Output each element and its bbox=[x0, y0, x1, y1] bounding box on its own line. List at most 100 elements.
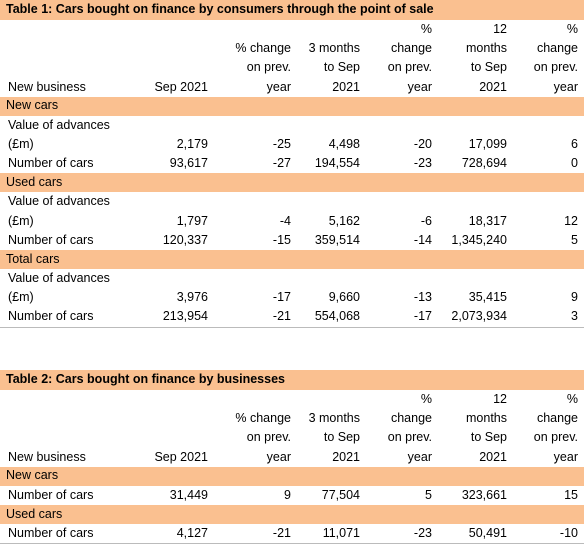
cell-value: 15 bbox=[564, 487, 578, 502]
column-header: on prev. bbox=[387, 430, 432, 445]
column-header: year bbox=[553, 449, 578, 464]
cell-value: -17 bbox=[272, 290, 291, 305]
column-header: 2021 bbox=[479, 79, 507, 94]
row-label: Number of cars bbox=[8, 232, 94, 247]
section-band bbox=[0, 250, 584, 269]
column-header: 3 months bbox=[308, 411, 360, 426]
cell-value: 5 bbox=[425, 487, 432, 502]
column-header: change bbox=[536, 411, 578, 426]
cell-value: 6 bbox=[571, 137, 578, 151]
section-band bbox=[0, 96, 584, 116]
column-header: 2021 bbox=[332, 449, 360, 464]
table-title: Table 2: Cars bought on finance by busin… bbox=[6, 372, 285, 386]
column-header: % bbox=[566, 392, 578, 406]
column-header: months bbox=[466, 41, 507, 56]
column-header: year bbox=[266, 449, 291, 464]
cell-value: 4,127 bbox=[176, 526, 208, 540]
column-header: 3 months bbox=[308, 41, 360, 56]
cell-value: 35,415 bbox=[468, 290, 507, 305]
column-header: year bbox=[407, 449, 432, 464]
section-name: Total cars bbox=[6, 251, 60, 266]
section-rule bbox=[0, 326, 584, 328]
column-header: to Sep bbox=[323, 60, 360, 75]
column-header: to Sep bbox=[323, 430, 360, 445]
cell-value: 77,504 bbox=[321, 487, 360, 502]
cell-value: 0 bbox=[571, 156, 578, 171]
row-label: Number of cars bbox=[8, 309, 94, 324]
column-header: 12 bbox=[493, 392, 507, 406]
column-header: months bbox=[466, 411, 507, 426]
row-label: Number of cars bbox=[8, 526, 94, 540]
cell-value: -6 bbox=[420, 213, 432, 228]
cell-value: -10 bbox=[559, 526, 578, 540]
cell-value: 4,498 bbox=[328, 137, 360, 151]
row-label: Number of cars bbox=[8, 487, 94, 502]
section-band bbox=[0, 173, 584, 193]
column-header: New business bbox=[8, 449, 86, 464]
cell-value: -13 bbox=[413, 290, 432, 305]
column-header: on prev. bbox=[533, 60, 578, 75]
cell-value: 323,661 bbox=[461, 487, 507, 502]
cell-value: -4 bbox=[279, 213, 291, 228]
row-label: Number of cars bbox=[8, 156, 94, 171]
cell-value: 2,073,934 bbox=[451, 309, 507, 324]
column-header: % change bbox=[235, 41, 291, 56]
row-label: (£m) bbox=[8, 137, 34, 151]
column-header: to Sep bbox=[470, 430, 507, 445]
title-band bbox=[0, 370, 584, 390]
column-header: % bbox=[420, 22, 432, 36]
row-label: Value of advances bbox=[8, 117, 110, 132]
cell-value: 31,449 bbox=[169, 487, 208, 502]
column-header: 2021 bbox=[332, 79, 360, 94]
cell-value: 2,179 bbox=[176, 137, 208, 151]
section-name: New cars bbox=[6, 98, 59, 113]
cell-value: 93,617 bbox=[169, 156, 208, 171]
cell-value: 1,345,240 bbox=[451, 232, 507, 247]
cell-value: 3,976 bbox=[176, 290, 208, 305]
column-header: 2021 bbox=[479, 449, 507, 464]
column-header: on prev. bbox=[246, 430, 291, 445]
section-band bbox=[0, 505, 584, 524]
section-name: Used cars bbox=[6, 174, 63, 189]
cell-value: 17,099 bbox=[468, 137, 507, 151]
column-header: % bbox=[566, 22, 578, 36]
table-title: Table 1: Cars bought on finance by consu… bbox=[6, 2, 434, 16]
column-header: on prev. bbox=[246, 60, 291, 75]
section-name: New cars bbox=[6, 468, 59, 483]
cell-value: -21 bbox=[272, 309, 291, 324]
cell-value: -21 bbox=[272, 526, 291, 540]
cell-value: 9,660 bbox=[328, 290, 360, 305]
column-header: on prev. bbox=[387, 60, 432, 75]
cell-value: 9 bbox=[284, 487, 291, 502]
cell-value: -17 bbox=[413, 309, 432, 324]
cell-value: -23 bbox=[413, 156, 432, 171]
cell-value: 11,071 bbox=[322, 526, 360, 540]
column-header: to Sep bbox=[470, 60, 507, 75]
column-header: change bbox=[390, 41, 432, 56]
column-header: year bbox=[266, 79, 291, 94]
cell-value: 1,797 bbox=[176, 213, 208, 228]
column-header: year bbox=[407, 79, 432, 94]
cell-value: 12 bbox=[564, 213, 578, 228]
section-name: Used cars bbox=[6, 506, 63, 521]
cell-value: 728,694 bbox=[461, 156, 507, 171]
cell-value: 554,068 bbox=[314, 309, 360, 324]
cell-value: 18,317 bbox=[468, 213, 507, 228]
cell-value: 3 bbox=[571, 309, 578, 324]
cell-value: -27 bbox=[272, 156, 291, 171]
cell-value: 120,337 bbox=[162, 232, 208, 247]
cell-value: 9 bbox=[571, 290, 578, 305]
cell-value: 194,554 bbox=[314, 156, 360, 171]
cell-value: -25 bbox=[272, 137, 291, 151]
cell-value: -14 bbox=[413, 232, 432, 247]
cell-value: -15 bbox=[272, 232, 291, 247]
cell-value: 5,162 bbox=[328, 213, 360, 228]
row-label: (£m) bbox=[8, 290, 34, 305]
column-header: New business bbox=[8, 79, 86, 94]
column-header: on prev. bbox=[533, 430, 578, 445]
cell-value: -23 bbox=[413, 526, 432, 540]
column-header: 12 bbox=[493, 22, 507, 36]
section-rule bbox=[0, 543, 584, 545]
cell-value: 50,491 bbox=[468, 526, 507, 540]
